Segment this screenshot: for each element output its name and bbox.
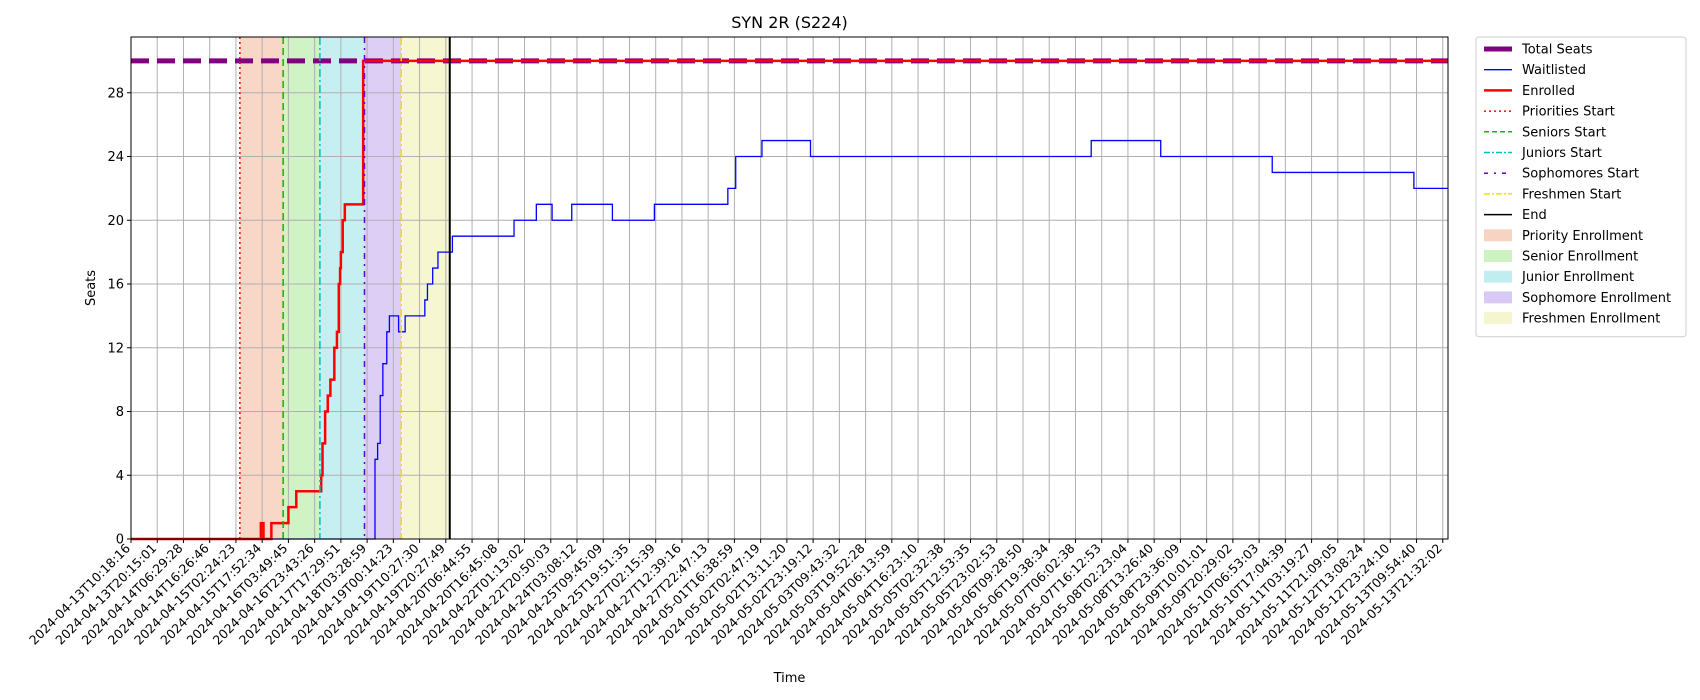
legend-swatch bbox=[1484, 250, 1512, 262]
y-axis: 0 4 8 12 16 20 24 28 bbox=[107, 86, 131, 548]
legend-label: Freshmen Enrollment bbox=[1522, 312, 1660, 327]
y-tick-label: 0 bbox=[116, 533, 124, 548]
region-priority-enrollment bbox=[239, 37, 284, 539]
y-axis-label: Seats bbox=[84, 270, 99, 306]
legend-label: Sophomores Start bbox=[1522, 167, 1639, 182]
legend-box bbox=[1475, 36, 1687, 338]
legend-label: Junior Enrollment bbox=[1521, 270, 1634, 285]
legend-swatch bbox=[1484, 229, 1512, 242]
legend-label: Senior Enrollment bbox=[1522, 250, 1638, 265]
y-tick-label: 20 bbox=[107, 214, 124, 229]
enrollment-regions bbox=[239, 37, 450, 539]
grid-lines bbox=[130, 37, 1448, 540]
legend-swatch bbox=[1484, 312, 1512, 325]
y-tick-label: 28 bbox=[107, 86, 124, 101]
legend-label: End bbox=[1522, 208, 1547, 223]
y-tick-label: 4 bbox=[116, 469, 124, 484]
legend-label: Enrolled bbox=[1522, 84, 1575, 99]
legend-label: Priorities Start bbox=[1522, 105, 1615, 120]
region-senior-enrollment bbox=[283, 37, 320, 539]
legend-label: Waitlisted bbox=[1522, 63, 1586, 78]
series-lines bbox=[131, 58, 1448, 541]
legend-label: Freshmen Start bbox=[1522, 187, 1621, 202]
chart-title: SYN 2R (S224) bbox=[731, 13, 848, 32]
region-junior-enrollment bbox=[319, 37, 365, 539]
legend: Total Seats Waitlisted Enrolled Priorities … bbox=[1475, 36, 1687, 338]
legend-label: Juniors Start bbox=[1521, 146, 1602, 161]
plot-frame bbox=[130, 36, 1449, 540]
series-enrolled bbox=[131, 59, 1448, 541]
region-sophomore-enrollment bbox=[364, 37, 402, 539]
y-tick-label: 24 bbox=[107, 150, 124, 165]
y-tick-label: 16 bbox=[107, 278, 124, 293]
legend-label: Sophomore Enrollment bbox=[1522, 291, 1671, 306]
y-tick-label: 12 bbox=[107, 341, 124, 356]
phase-start-markers bbox=[239, 37, 451, 539]
legend-label: Seniors Start bbox=[1522, 125, 1606, 140]
legend-label: Priority Enrollment bbox=[1522, 229, 1643, 244]
legend-swatch bbox=[1484, 291, 1512, 304]
x-axis: 2024-04-13T10:18:162024-04-13T20:15:0120… bbox=[26, 539, 1445, 648]
x-axis-label: Time bbox=[773, 671, 806, 686]
series-waitlisted bbox=[131, 139, 1448, 540]
legend-swatch bbox=[1484, 270, 1512, 283]
region-freshmen-enrollment bbox=[401, 37, 450, 539]
y-tick-label: 8 bbox=[116, 405, 124, 420]
legend-label: Total Seats bbox=[1521, 43, 1593, 58]
